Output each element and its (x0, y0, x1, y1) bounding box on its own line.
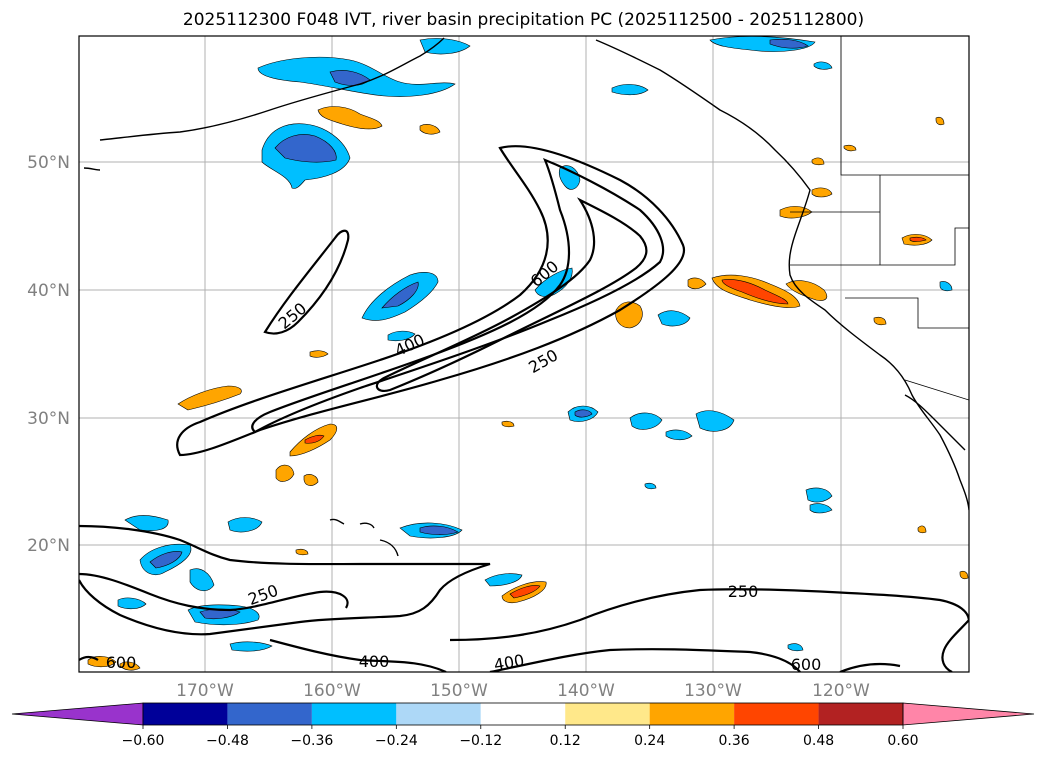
coastlines (83, 37, 969, 557)
colorbar-segment (480, 703, 566, 725)
colorbar-segment (396, 703, 481, 725)
ivt-contour-250-west (263, 229, 350, 335)
latitude-labels: 50°N 40°N 30°N 20°N (27, 153, 70, 556)
ivt-contour-250-southeast (449, 588, 969, 672)
lon-label: 160°W (303, 681, 361, 701)
ivt-contour-400 (251, 158, 665, 434)
ivt-contour-250-outer (176, 145, 686, 457)
ivt-contour-600-south (839, 662, 901, 672)
lat-label: 20°N (27, 536, 70, 556)
longitude-labels: 170°W 160°W 150°W 140°W 130°W 120°W (176, 681, 870, 701)
contour-label: 600 (791, 655, 822, 674)
colorbar-extend-high (902, 702, 1035, 726)
ivt-contour-600-southwest (79, 655, 99, 661)
colorbar-extend-low (11, 702, 144, 726)
positive-pc-patches (87, 106, 969, 671)
colorbar-tick-label: −0.12 (459, 733, 502, 749)
negative-pc-patches (117, 36, 953, 652)
map-title: 2025112300 F048 IVT, river basin precipi… (182, 10, 865, 30)
lon-label: 150°W (430, 681, 488, 701)
colorbar-segment (818, 703, 903, 725)
plot-frame (78, 35, 970, 673)
colorbar-segment (227, 703, 312, 725)
colorbar-tick-label: −0.24 (375, 733, 418, 749)
colorbar-segment (311, 703, 397, 725)
lat-label: 30°N (27, 409, 70, 429)
contour-label: 600 (106, 653, 137, 672)
colorbar-tick-label: 0.24 (634, 733, 665, 749)
colorbar-tick-label: 0.60 (887, 733, 918, 749)
lat-label: 50°N (27, 153, 70, 173)
colorbar-segment (649, 703, 735, 725)
ivt-contour-600 (375, 197, 648, 392)
colorbar-segment (734, 703, 819, 725)
colorbar-segment (143, 703, 228, 725)
state-borders (790, 36, 969, 401)
ivt-contour-400-south (79, 572, 349, 612)
contour-label: 250 (728, 582, 759, 601)
lon-label: 140°W (557, 681, 615, 701)
ivt-contour-250-south (79, 524, 491, 636)
lon-label: 130°W (684, 681, 742, 701)
colorbar-segment (565, 703, 650, 725)
ivt-contours (79, 145, 969, 672)
colorbar-tick-label: 0.36 (719, 733, 750, 749)
lon-label: 170°W (176, 681, 234, 701)
colorbar-tick-label: −0.48 (206, 733, 249, 749)
colorbar-tick-label: −0.36 (290, 733, 333, 749)
colorbar: −0.60 −0.48 −0.36 −0.24 −0.12 0.12 0.24 0.36 0.4… (11, 702, 1035, 749)
lat-label: 40°N (27, 281, 70, 301)
lon-label: 120°W (812, 681, 870, 701)
contour-label: 400 (359, 652, 390, 671)
colorbar-tick-label: −0.60 (122, 733, 165, 749)
ivt-contour-400-southcenter (269, 638, 447, 672)
colorbar-outline (142, 702, 904, 726)
ivt-contour-400-southeast (489, 648, 801, 672)
colorbar-tick-label: 0.48 (803, 733, 834, 749)
colorbar-tick-label: 0.12 (550, 733, 581, 749)
